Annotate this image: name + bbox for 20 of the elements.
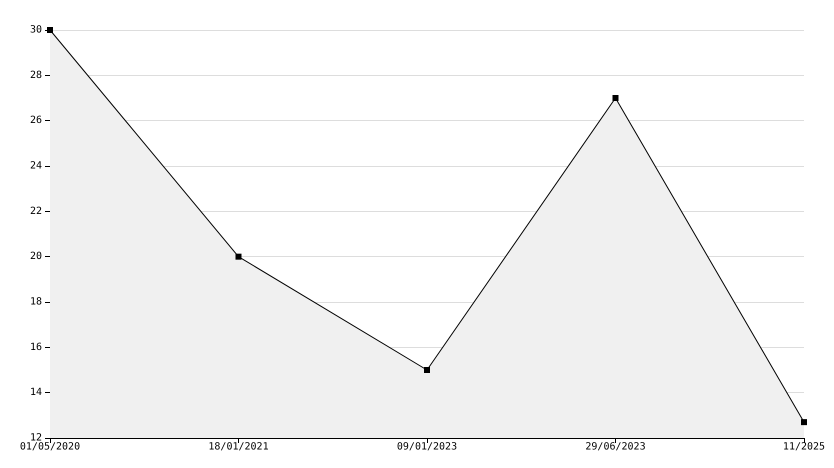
point bbox=[801, 419, 807, 426]
y-tick-label: 22 bbox=[30, 206, 42, 217]
y-tick-label: 14 bbox=[30, 387, 42, 398]
y-tick-label: 12 bbox=[30, 432, 42, 444]
x-tick-label: 11/2025 bbox=[782, 442, 826, 452]
y-tick-label: 26 bbox=[30, 115, 42, 126]
y-tick-label: 28 bbox=[30, 70, 42, 81]
y-tick-label: 24 bbox=[30, 160, 42, 172]
point bbox=[47, 27, 53, 33]
x-tick-label: 01/05/2020 bbox=[20, 442, 80, 452]
y-tick-label: 18 bbox=[30, 296, 42, 308]
x-tick-label: 29/06/2023 bbox=[585, 442, 646, 452]
y-tick-label: 16 bbox=[30, 342, 42, 353]
y-tick-label: 30 bbox=[30, 24, 42, 36]
y-tick-label: 20 bbox=[30, 251, 42, 262]
point bbox=[236, 254, 242, 260]
point bbox=[612, 95, 618, 101]
x-tick-label: 09/01/2023 bbox=[396, 442, 458, 452]
point bbox=[424, 367, 430, 373]
x-tick-label: 18/01/2021 bbox=[208, 442, 269, 452]
